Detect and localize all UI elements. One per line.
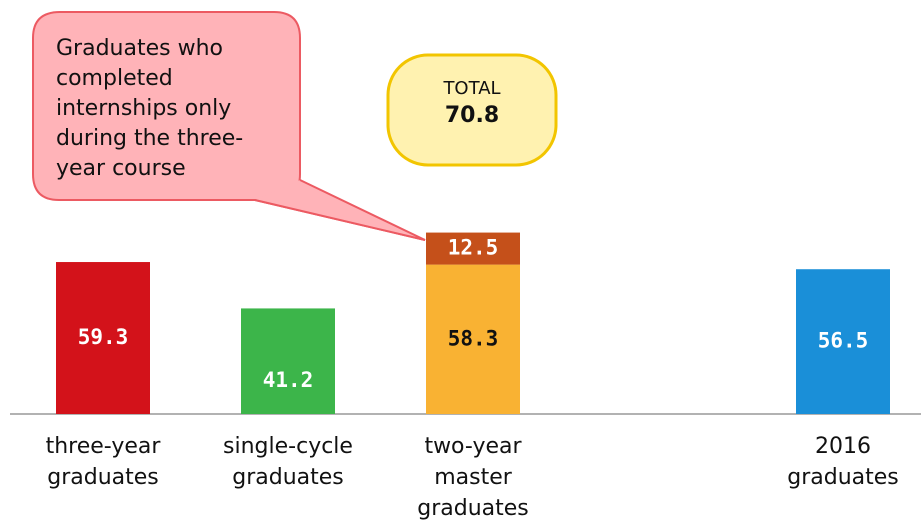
total-annotation: TOTAL 70.8	[388, 78, 556, 128]
value-label: 12.5	[448, 236, 499, 260]
callout-text: Graduates who completed internships only…	[56, 36, 244, 181]
bar-segment	[241, 308, 335, 414]
bar-segment	[426, 232, 520, 265]
bar-segment	[796, 269, 890, 414]
value-label: 59.3	[78, 325, 129, 349]
x-tick-label: two-year master graduates	[417, 434, 529, 521]
value-label: 58.3	[448, 326, 499, 350]
bar-segment	[56, 262, 150, 414]
total-box	[386, 53, 558, 167]
x-tick-label: 2016 graduates	[787, 434, 899, 490]
bar-segment	[426, 264, 520, 414]
total-value: 70.8	[444, 103, 500, 128]
value-label: 41.2	[263, 368, 314, 392]
x-tick-label: single-cycle graduates	[223, 434, 353, 490]
x-tick-label: three-year graduates	[45, 434, 161, 490]
total-label: TOTAL	[443, 78, 501, 99]
value-label: 56.5	[818, 329, 869, 353]
callout-pointer	[254, 179, 426, 241]
